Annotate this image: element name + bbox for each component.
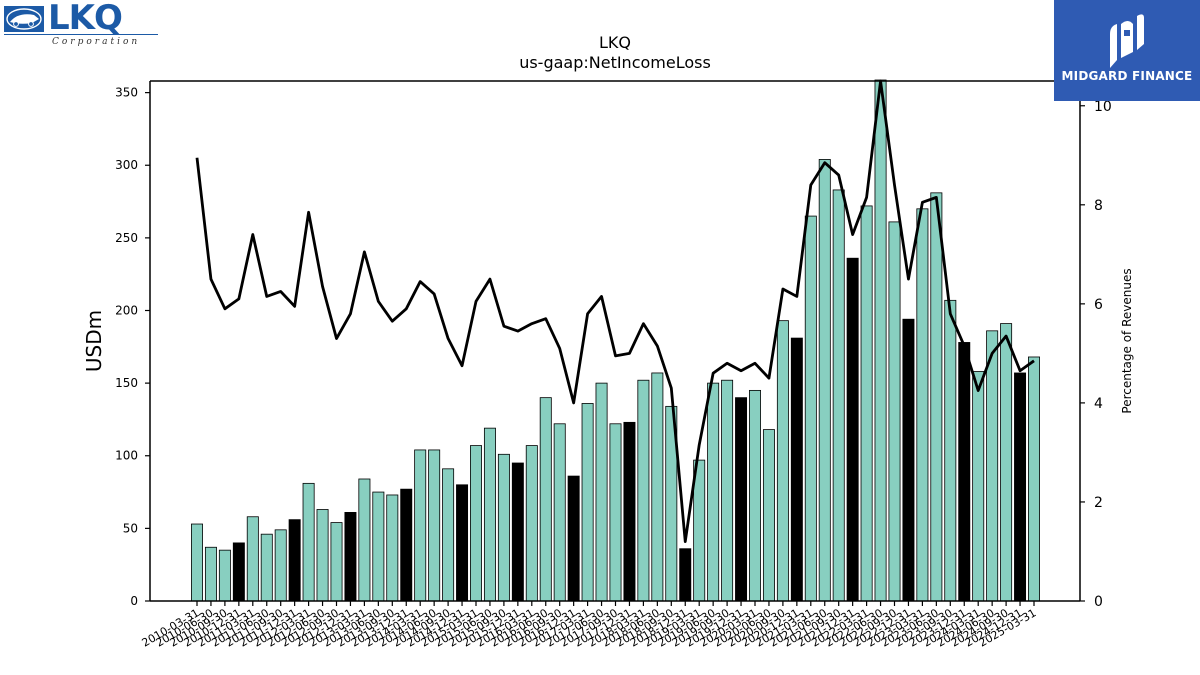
y-axis-label: USDm: [82, 310, 106, 372]
bar-2022-06-30: [874, 79, 887, 602]
bar-2010-06-30: [204, 546, 217, 602]
lkq-wordmark: LKQ: [48, 0, 123, 38]
y2-tick-label: 6: [1094, 297, 1103, 313]
bar-2019-12-31: [735, 397, 748, 602]
x-tick-labels: 2010-03-312010-06-302010-09-302010-12-31…: [140, 601, 1039, 650]
bar-2020-06-30: [762, 429, 775, 602]
bar-2015-12-31: [511, 462, 524, 602]
bar-2023-03-31: [916, 208, 929, 602]
y-tick-label: 250: [115, 231, 138, 245]
percentage-of-revenues-line: [195, 79, 1035, 543]
bar-2013-03-31: [358, 478, 371, 602]
bar-2021-03-31: [804, 215, 817, 602]
bar-2016-09-30: [553, 423, 566, 602]
bar-2022-12-31: [902, 318, 915, 602]
bar-2013-12-31: [400, 488, 413, 602]
bar-2019-09-30: [721, 379, 734, 602]
bar-2023-06-30: [930, 192, 943, 602]
bar-2017-09-30: [609, 423, 622, 602]
midgard-finance-badge: MIDGARD FINANCE: [1054, 0, 1200, 101]
bar-2022-09-30: [888, 221, 901, 602]
bar-2014-09-30: [442, 468, 455, 602]
y-tick-label: 50: [123, 521, 138, 535]
bar-2011-06-30: [260, 533, 273, 602]
bar-2012-03-31: [302, 482, 315, 602]
globe-car-icon: [4, 6, 44, 32]
bar-2011-09-30: [274, 529, 287, 602]
chart-subtitle: us-gaap:NetIncomeLoss: [519, 53, 711, 72]
bar-2011-12-31: [288, 519, 301, 602]
bar-2025-03-31: [1028, 356, 1040, 602]
chart-title: LKQ: [599, 33, 631, 52]
bar-2024-09-30: [1000, 323, 1013, 602]
bar-2020-12-31: [790, 337, 803, 602]
midgard-logo-icon: [1110, 14, 1144, 68]
bar-2015-06-30: [483, 427, 496, 602]
y-tick-label: 150: [115, 376, 138, 390]
y-tick-label: 300: [115, 158, 138, 172]
bar-2010-03-31: [191, 523, 203, 602]
y2-tick-label: 4: [1094, 396, 1103, 412]
bar-2016-06-30: [539, 397, 552, 602]
bar-2021-06-30: [818, 159, 831, 602]
y-tick-label: 200: [115, 303, 138, 317]
bar-2010-12-31: [232, 542, 245, 602]
bar-2013-06-30: [372, 491, 385, 602]
bar-2012-12-31: [344, 512, 357, 602]
y-tick-label: 350: [115, 86, 138, 100]
bar-2023-09-30: [944, 299, 957, 602]
bar-2020-03-31: [749, 389, 761, 602]
bar-2018-06-30: [651, 372, 664, 602]
bar-2014-06-30: [428, 449, 441, 602]
y2-tick-label: 2: [1094, 495, 1103, 511]
bar-2012-06-30: [316, 509, 329, 602]
bar-2017-06-30: [595, 382, 608, 602]
logo-rule: [4, 34, 158, 35]
bar-2017-03-31: [581, 403, 594, 602]
y2-tick-label: 10: [1094, 99, 1112, 115]
bar-2012-09-30: [330, 522, 343, 602]
bar-2017-12-31: [623, 421, 636, 602]
y2-tick-label: 8: [1094, 198, 1103, 214]
y-tick-label: 100: [115, 449, 138, 463]
bar-2013-09-30: [386, 494, 399, 602]
line-series: [195, 79, 1035, 543]
bar-2010-09-30: [218, 549, 231, 602]
lkq-logo: LKQ Corporation: [4, 0, 160, 48]
bar-2011-03-31: [246, 516, 259, 602]
y2-axis-label: Percentage of Revenues: [1120, 268, 1134, 413]
bar-2014-12-31: [456, 484, 469, 602]
bar-2016-03-31: [525, 445, 538, 602]
bar-2023-12-31: [958, 342, 971, 602]
bar-2022-03-31: [860, 205, 873, 602]
bar-2021-09-30: [832, 189, 845, 602]
bar-2024-03-31: [972, 371, 985, 602]
y-tick-label: 0: [130, 594, 138, 608]
bar-2024-12-31: [1014, 372, 1027, 602]
axes: 0 50 100 150 200 250 300 350 0 2 4 6 8 10: [115, 80, 1112, 610]
bar-2016-12-31: [567, 475, 580, 602]
bar-series: [191, 79, 1040, 602]
bar-2020-09-30: [776, 320, 789, 602]
bar-2014-03-31: [414, 449, 427, 602]
y2-tick-label: 0: [1094, 594, 1103, 610]
bar-2015-09-30: [497, 453, 510, 602]
bar-2018-12-31: [679, 548, 692, 602]
bar-2024-06-30: [986, 330, 999, 602]
lkq-tagline: Corporation: [52, 37, 141, 47]
bar-2018-03-31: [637, 379, 650, 602]
midgard-finance-name: MIDGARD FINANCE: [1061, 69, 1193, 83]
bar-2015-03-31: [470, 445, 482, 602]
bar-2019-06-30: [707, 382, 720, 602]
bar-2021-12-31: [846, 257, 859, 602]
